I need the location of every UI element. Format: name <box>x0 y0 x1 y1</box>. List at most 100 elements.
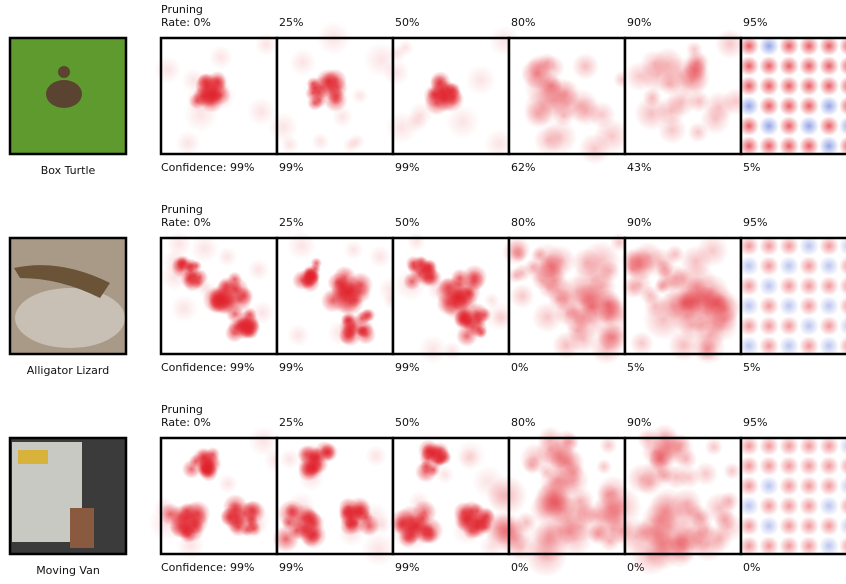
pruning-rate: 25% <box>279 16 303 29</box>
pruning-rate: 95% <box>743 416 767 429</box>
heat-blob <box>532 302 563 333</box>
heat-blob <box>408 491 430 513</box>
heat-blob <box>779 56 799 76</box>
heat-blob <box>235 317 254 336</box>
heat-blob <box>163 249 188 274</box>
pruning-rate: 80% <box>511 216 535 229</box>
heat-blob <box>799 116 819 136</box>
heat-blob <box>298 465 324 491</box>
photo-subject <box>58 66 70 78</box>
heat-blob <box>209 45 233 69</box>
heat-blob <box>435 465 454 484</box>
confidence: Confidence: 99% <box>161 561 255 574</box>
pruning-rate: Rate: 0% <box>161 416 211 429</box>
heat-blob <box>779 476 799 496</box>
pruning-rate: Rate: 0% <box>161 216 211 229</box>
pruning-rate: 80% <box>511 416 535 429</box>
photo-subject <box>18 450 48 464</box>
confidence: 5% <box>627 361 644 374</box>
heat-blob <box>819 476 839 496</box>
heat-blob <box>195 449 218 472</box>
confidence: 99% <box>279 561 303 574</box>
heat-blob <box>759 516 779 536</box>
heat-blob <box>175 131 200 156</box>
heat-blob <box>287 324 310 347</box>
heat-blob <box>386 111 418 143</box>
saliency-map <box>739 236 846 356</box>
heat-blob <box>799 456 819 476</box>
heat-blob <box>339 521 364 546</box>
heat-blob <box>779 96 799 116</box>
pruning-rate: 80% <box>511 16 535 29</box>
confidence: 0% <box>743 561 760 574</box>
heat-blob <box>538 464 554 480</box>
heat-blob <box>177 532 205 560</box>
heat-blob <box>650 487 686 523</box>
pruning-rate: Rate: 0% <box>161 16 211 29</box>
heat-blob <box>799 276 819 296</box>
pruning-rate: 90% <box>627 16 651 29</box>
heat-blob <box>819 296 839 316</box>
heat-blob <box>640 50 668 78</box>
heat-blob <box>759 256 779 276</box>
heat-blob <box>569 325 598 354</box>
heat-blob <box>348 133 365 150</box>
heat-blob <box>199 282 217 300</box>
heat-blob <box>332 106 353 127</box>
heat-blob <box>819 116 839 136</box>
heat-blob <box>303 268 316 281</box>
heat-blob <box>542 77 577 112</box>
pruning-rate: 25% <box>279 416 303 429</box>
heat-blob <box>759 296 779 316</box>
heat-blob <box>678 466 701 489</box>
heat-blob <box>579 133 611 165</box>
heat-blob <box>696 339 718 361</box>
heat-blob <box>572 53 599 80</box>
heat-blob <box>759 476 779 496</box>
heat-blob <box>658 115 687 144</box>
heat-blob <box>394 269 426 301</box>
heat-blob <box>506 533 534 561</box>
heat-blob <box>154 56 181 83</box>
confidence: 99% <box>395 561 419 574</box>
saliency-map <box>149 426 289 560</box>
confidence: 0% <box>511 361 528 374</box>
class-label: Moving Van <box>36 564 100 577</box>
pruning-rate: 25% <box>279 216 303 229</box>
heat-blob <box>696 235 728 267</box>
heat-blob <box>626 271 652 297</box>
heat-blob <box>779 316 799 336</box>
saliency-map <box>383 25 520 158</box>
saliency-map <box>621 235 742 365</box>
heat-blob <box>819 256 839 276</box>
heat-blob <box>596 459 612 475</box>
heat-blob <box>515 512 537 534</box>
heat-blob <box>344 240 363 259</box>
heat-blob <box>799 316 819 336</box>
heat-blob <box>779 516 799 536</box>
heat-blob <box>286 492 315 521</box>
heat-blob <box>391 518 421 548</box>
heat-blob <box>759 456 779 476</box>
heat-blob <box>484 292 500 308</box>
heat-blob <box>352 87 369 104</box>
heat-blob <box>581 297 601 317</box>
heat-blob <box>681 287 706 312</box>
input-photo <box>10 38 126 154</box>
heat-blob <box>407 232 426 251</box>
confidence: 62% <box>511 161 535 174</box>
heat-blob <box>759 56 779 76</box>
heat-blob <box>779 116 799 136</box>
rate-heading: Pruning <box>161 3 203 16</box>
heat-blob <box>360 503 390 533</box>
heat-blob <box>242 514 266 538</box>
heat-blob <box>328 321 353 346</box>
heat-blob <box>289 49 316 76</box>
heat-blob <box>418 335 447 364</box>
heat-blob <box>235 286 254 305</box>
pruning-rate: 50% <box>395 216 419 229</box>
heat-blob <box>759 496 779 516</box>
confidence: 99% <box>395 161 419 174</box>
saliency-map <box>277 231 405 354</box>
